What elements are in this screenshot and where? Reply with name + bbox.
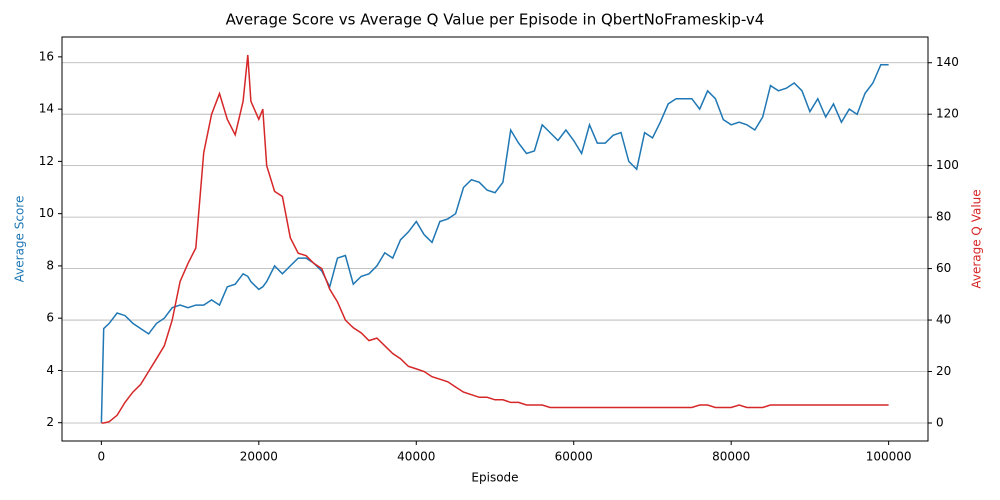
x-tick-label: 0: [98, 450, 106, 464]
y2-tick-label: 140: [936, 55, 959, 69]
y-tick-label: 6: [46, 311, 54, 325]
x-tick-label: 80000: [712, 450, 750, 464]
y2-tick-label: 40: [936, 313, 951, 327]
y2-axis-label: Average Q Value: [970, 189, 984, 288]
plot-frame: [61, 36, 929, 442]
x-tick-label: 20000: [240, 450, 278, 464]
series-line: [100, 63, 889, 423]
y-tick-label: 16: [39, 49, 54, 63]
y2-tick-label: 100: [936, 158, 959, 172]
chart-title: Average Score vs Average Q Value per Epi…: [226, 11, 765, 29]
y2-tick-label: 20: [936, 364, 951, 378]
y2-tick-label: 120: [936, 107, 959, 121]
y-tick-label: 10: [39, 206, 54, 220]
x-tick-label: 100000: [866, 450, 912, 464]
series-line: [101, 54, 889, 424]
y-tick-label: 2: [46, 415, 54, 429]
x-tick-label: 40000: [397, 450, 435, 464]
y-tick-label: 14: [39, 102, 54, 116]
y-tick-label: 4: [46, 363, 54, 377]
x-axis-label: Episode: [471, 471, 518, 485]
y-axis-label: Average Score: [13, 196, 27, 283]
x-tick-label: 60000: [555, 450, 593, 464]
y-tick-label: 8: [46, 258, 54, 272]
y2-tick-label: 80: [936, 210, 951, 224]
y2-tick-label: 60: [936, 261, 951, 275]
y2-tick-label: 0: [936, 415, 944, 429]
y-tick-label: 12: [39, 154, 54, 168]
